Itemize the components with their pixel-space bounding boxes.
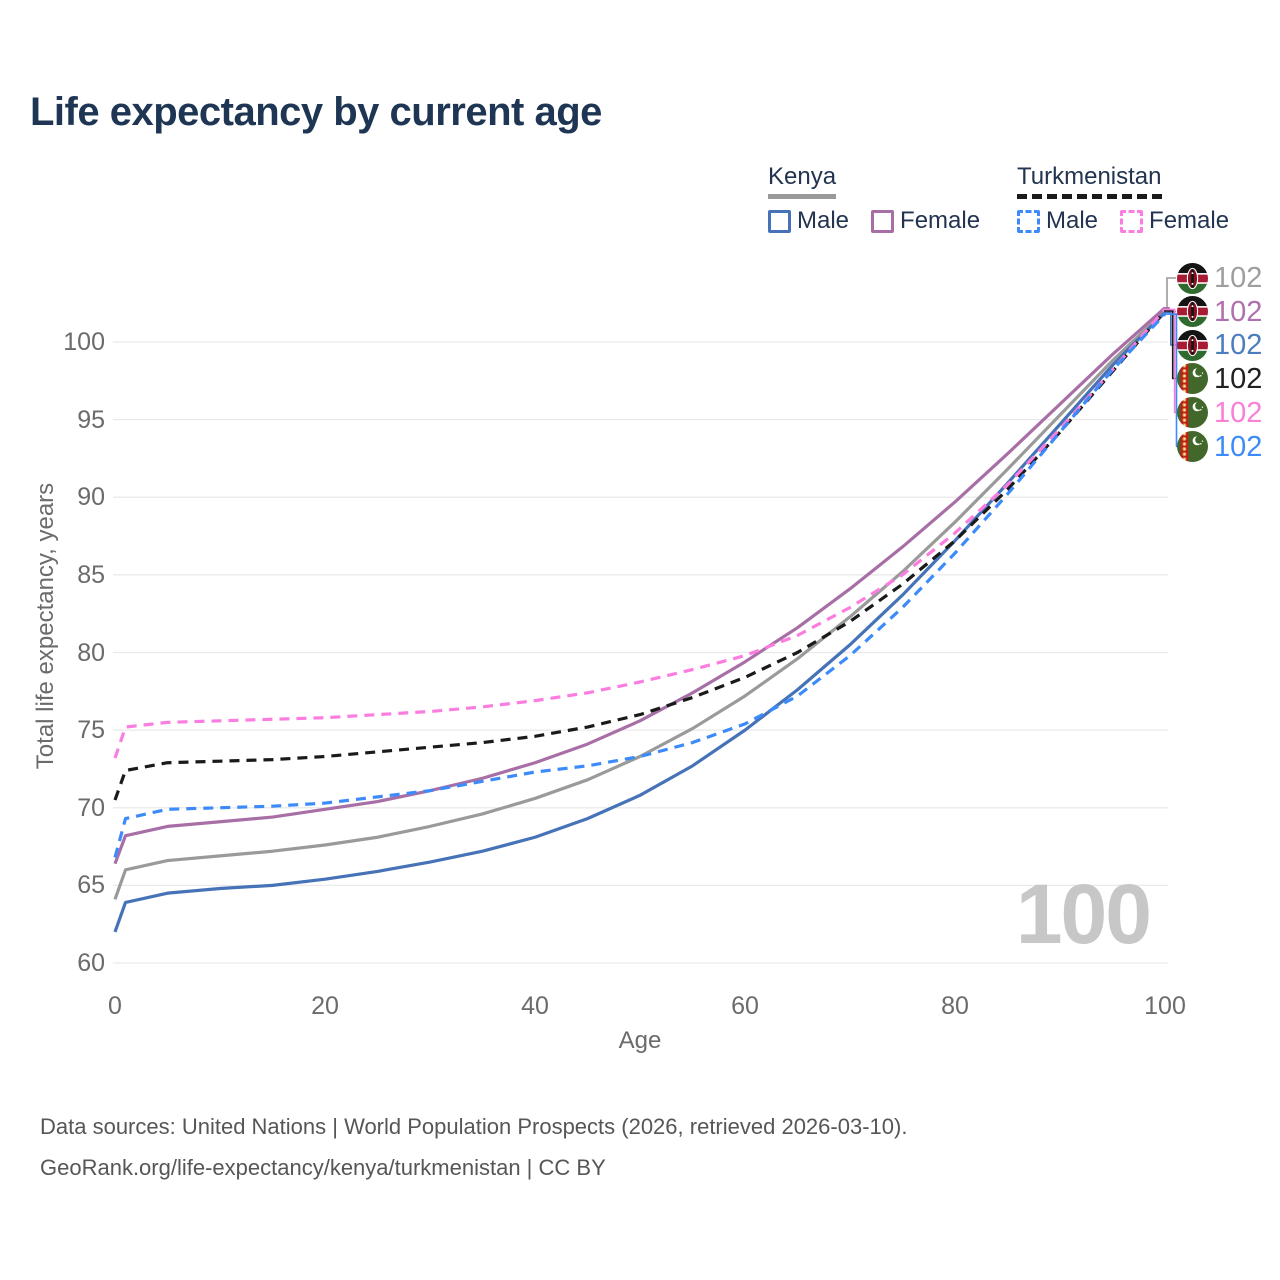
y-tick-label-60: 60 bbox=[77, 949, 105, 977]
turkmenistan-flag-icon bbox=[1177, 431, 1208, 462]
turkmenistan-flag-icon bbox=[1177, 363, 1208, 394]
x-tick-label-80: 80 bbox=[941, 992, 969, 1020]
footer-data-sources: Data sources: United Nations | World Pop… bbox=[40, 1114, 908, 1139]
kenya-female-swatch-icon bbox=[871, 209, 895, 233]
end-value-turkmenistan_female: 102 bbox=[1214, 396, 1263, 429]
x-tick-label-0: 0 bbox=[108, 992, 122, 1020]
legend-country-turkmenistan[interactable]: Turkmenistan bbox=[1017, 163, 1162, 199]
end-label-kenya_female: 102 bbox=[1177, 296, 1262, 328]
age-watermark: 100 bbox=[1015, 867, 1152, 961]
series-line-kenya_male bbox=[113, 311, 1167, 933]
x-axis-title: Age bbox=[618, 1027, 662, 1054]
y-tick-label-70: 70 bbox=[77, 793, 105, 822]
y-tick-label-80: 80 bbox=[77, 638, 105, 667]
legend-item-turkmenistan-female[interactable]: Female bbox=[1120, 207, 1229, 235]
end-label-connector-kenya_total bbox=[1164, 277, 1176, 312]
x-tick-label-20: 20 bbox=[311, 992, 339, 1020]
x-tick-label-100: 100 bbox=[1144, 992, 1186, 1020]
end-value-kenya_male: 102 bbox=[1214, 329, 1263, 361]
kenya-flag-icon bbox=[1177, 262, 1208, 294]
y-tick-label-65: 65 bbox=[77, 871, 105, 900]
legend-country-kenya[interactable]: Kenya bbox=[768, 163, 837, 199]
legend-item-label: Female bbox=[900, 207, 981, 234]
series-line-kenya_total bbox=[113, 309, 1167, 900]
y-tick-label-85: 85 bbox=[77, 560, 105, 589]
legend-item-kenya-male[interactable]: Male bbox=[768, 207, 849, 235]
y-tick-label-95: 95 bbox=[77, 405, 105, 434]
end-label-kenya_total: 102 bbox=[1177, 262, 1262, 294]
page-title: Life expectancy by current age bbox=[30, 90, 602, 134]
legend-group-kenya: Kenya Male Female bbox=[768, 163, 980, 235]
footer-attribution: GeoRank.org/life-expectancy/kenya/turkme… bbox=[40, 1155, 606, 1180]
legend-item-label: Male bbox=[1046, 207, 1099, 234]
end-label-turkmenistan_total: 102 bbox=[1177, 363, 1262, 395]
footer: Data sources: United Nations | World Pop… bbox=[40, 1106, 907, 1188]
turkmenistan-flag-icon bbox=[1177, 397, 1208, 428]
end-label-kenya_male: 102 bbox=[1177, 329, 1262, 361]
legend-item-turkmenistan-male[interactable]: Male bbox=[1017, 207, 1098, 235]
end-label-connector-turkmenistan_female bbox=[1164, 308, 1176, 414]
turkmenistan-male-swatch-icon bbox=[1017, 209, 1040, 233]
series-line-turkmenistan_female bbox=[113, 308, 1167, 759]
end-value-turkmenistan_male: 102 bbox=[1214, 430, 1263, 463]
x-tick-label-40: 40 bbox=[521, 992, 549, 1020]
kenya-male-swatch-icon bbox=[768, 209, 791, 233]
series-line-kenya_female bbox=[113, 306, 1167, 865]
legend-item-label: Male bbox=[797, 207, 850, 234]
y-tick-label-100: 100 bbox=[63, 328, 105, 356]
y-tick-label-90: 90 bbox=[77, 483, 105, 512]
end-value-kenya_total: 102 bbox=[1214, 262, 1263, 294]
series-line-turkmenistan_total bbox=[113, 309, 1167, 801]
kenya-flag-icon bbox=[1177, 329, 1208, 361]
series-line-turkmenistan_male bbox=[113, 312, 1167, 858]
end-label-turkmenistan_male: 102 bbox=[1177, 431, 1262, 463]
end-value-kenya_female: 102 bbox=[1214, 295, 1263, 328]
turkmenistan-female-swatch-icon bbox=[1120, 209, 1144, 233]
kenya-flag-icon bbox=[1177, 296, 1208, 327]
y-tick-label-75: 75 bbox=[77, 716, 105, 745]
legend-item-kenya-female[interactable]: Female bbox=[871, 207, 980, 235]
end-label-connector-turkmenistan_male bbox=[1164, 313, 1178, 448]
legend-item-label: Female bbox=[1149, 207, 1230, 234]
end-label-turkmenistan_female: 102 bbox=[1177, 397, 1262, 429]
x-tick-label-60: 60 bbox=[731, 992, 759, 1020]
end-value-turkmenistan_total: 102 bbox=[1214, 362, 1263, 395]
legend-group-turkmenistan: Turkmenistan Male Female bbox=[1017, 163, 1229, 235]
